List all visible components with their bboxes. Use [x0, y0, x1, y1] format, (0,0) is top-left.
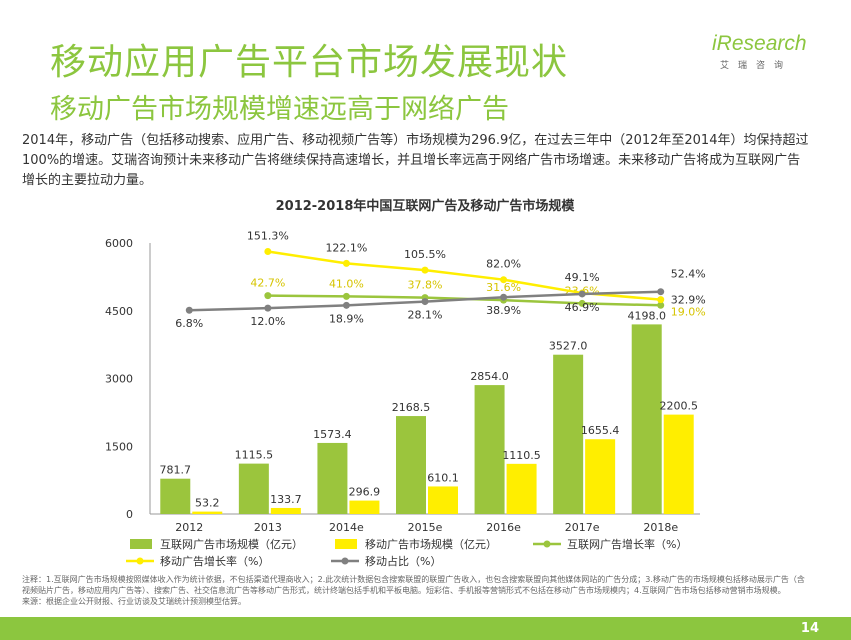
page-subtitle: 移动广告市场规模增速远高于网络广告 [50, 94, 509, 125]
legend-label: 互联网广告市场规模（亿元） [160, 537, 303, 551]
chart-title: 2012-2018年中国互联网广告及移动广告市场规模 [276, 198, 576, 214]
page-number: 14 [800, 621, 819, 636]
legend-swatch [130, 539, 152, 549]
series-point [657, 301, 665, 309]
line-value-label: 46.9% [565, 301, 600, 314]
y-tick-label: 6000 [105, 237, 133, 250]
series-point [185, 306, 193, 314]
market-size-chart: 2012-2018年中国互联网广告及移动广告市场规模 0 1500 3000 4500 6… [105, 198, 706, 568]
series-point [421, 298, 429, 306]
bar-value-label: 2854.0 [470, 370, 509, 383]
bar-value-label: 4198.0 [627, 309, 666, 322]
bar [238, 463, 269, 514]
line-value-label: 31.6% [486, 281, 521, 294]
series-point [342, 259, 350, 267]
line-value-label: 122.1% [325, 241, 367, 254]
bar-value-label: 2168.5 [392, 401, 431, 414]
bar [428, 486, 458, 514]
legend-swatch [335, 539, 357, 549]
line-value-label: 151.3% [247, 230, 289, 243]
legend-label: 移动占比（%） [365, 554, 441, 568]
line-value-label: 37.8% [408, 279, 443, 292]
bar-value-label: 1573.4 [313, 428, 352, 441]
bar-value-label: 1655.4 [581, 424, 620, 437]
bar-value-label: 133.7 [270, 493, 302, 506]
footnotes: 注释：1.互联网广告市场规模按照媒体收入作为统计依据，不包括渠道代理商收入；2.… [22, 574, 812, 607]
line-value-label: 32.9% [671, 294, 706, 307]
logo-prefix: i [712, 32, 717, 55]
bar [160, 478, 191, 514]
intro-paragraph: 2014年，移动广告（包括移动搜索、应用广告、移动视频广告等）市场规模为296.… [22, 133, 809, 188]
bar-value-label: 1110.5 [502, 449, 541, 462]
x-tick-label: 2014e [329, 521, 364, 534]
x-tick-label: 2016e [486, 521, 521, 534]
series-point [264, 248, 272, 256]
line-value-label: 6.8% [175, 317, 203, 330]
bar [474, 385, 505, 514]
bar [317, 442, 348, 514]
bar [553, 354, 584, 514]
line-value-label: 82.0% [486, 258, 521, 271]
line-value-label: 28.1% [408, 309, 443, 322]
legend-marker [543, 540, 551, 548]
bar-value-label: 1115.5 [235, 449, 274, 462]
y-tick-label: 0 [126, 508, 133, 521]
line-value-label: 41.0% [329, 277, 364, 290]
bar-value-label: 53.2 [195, 497, 220, 510]
series-point [342, 292, 350, 300]
logo-brand-cn: 艾瑞咨询 [720, 61, 793, 71]
legend-label: 移动广告增长率（%） [160, 554, 269, 568]
line-value-label: 19.0% [671, 305, 706, 318]
x-tick-label: 2018e [643, 521, 678, 534]
bar-value-label: 781.7 [160, 464, 192, 477]
y-tick-label: 1500 [105, 440, 133, 453]
x-tick-label: 2017e [565, 521, 600, 534]
footer-bar: 14 [0, 617, 851, 640]
series-point [578, 290, 586, 298]
series-point [264, 304, 272, 312]
line-value-label: 52.4% [671, 268, 706, 281]
bar [506, 463, 537, 514]
legend-marker [136, 557, 144, 565]
bar [663, 414, 694, 514]
bar-value-label: 2200.5 [659, 400, 698, 413]
source-text: 来源：根据企业公开财报、行业访谈及艾瑞统计预测模型估算。 [22, 597, 246, 606]
line-value-label: 18.9% [329, 312, 364, 325]
series-point [578, 299, 586, 307]
series-point [657, 288, 665, 296]
bar-value-label: 296.9 [349, 486, 381, 499]
line-value-label: 105.5% [404, 248, 446, 261]
x-tick-label: 2013 [254, 521, 282, 534]
line-value-label: 12.0% [250, 315, 285, 328]
line-value-label: 49.1% [565, 271, 600, 284]
y-tick-label: 4500 [105, 305, 133, 318]
legend-label: 互联网广告增长率（%） [567, 537, 687, 551]
bar-value-label: 610.1 [427, 471, 459, 484]
series-point [500, 276, 508, 284]
bar [585, 439, 616, 514]
logo-brand: Research [716, 32, 807, 55]
y-tick-label: 3000 [105, 373, 133, 386]
x-tick-label: 2012 [175, 521, 203, 534]
bar [349, 500, 380, 514]
bar [192, 511, 223, 514]
legend-marker [341, 557, 349, 565]
iresearch-logo: iResearch 艾瑞咨询 [712, 32, 812, 71]
page-title: 移动应用广告平台市场发展现状 [50, 42, 569, 83]
series-point [657, 296, 665, 304]
bar [631, 324, 662, 514]
series-point [421, 266, 429, 274]
series-point [500, 293, 508, 301]
line-value-label: 42.7% [250, 277, 285, 290]
line-value-label: 38.9% [486, 304, 521, 317]
notes-text: 注释：1.互联网广告市场规模按照媒体收入作为统计依据，不包括渠道代理商收入；2.… [22, 575, 805, 595]
bar [396, 416, 426, 514]
series-point [342, 301, 350, 309]
series-point [264, 292, 272, 300]
legend-label: 移动广告市场规模（亿元） [365, 537, 497, 551]
bar [270, 507, 301, 514]
x-tick-label: 2015e [408, 521, 443, 534]
bar-value-label: 3527.0 [549, 340, 588, 353]
